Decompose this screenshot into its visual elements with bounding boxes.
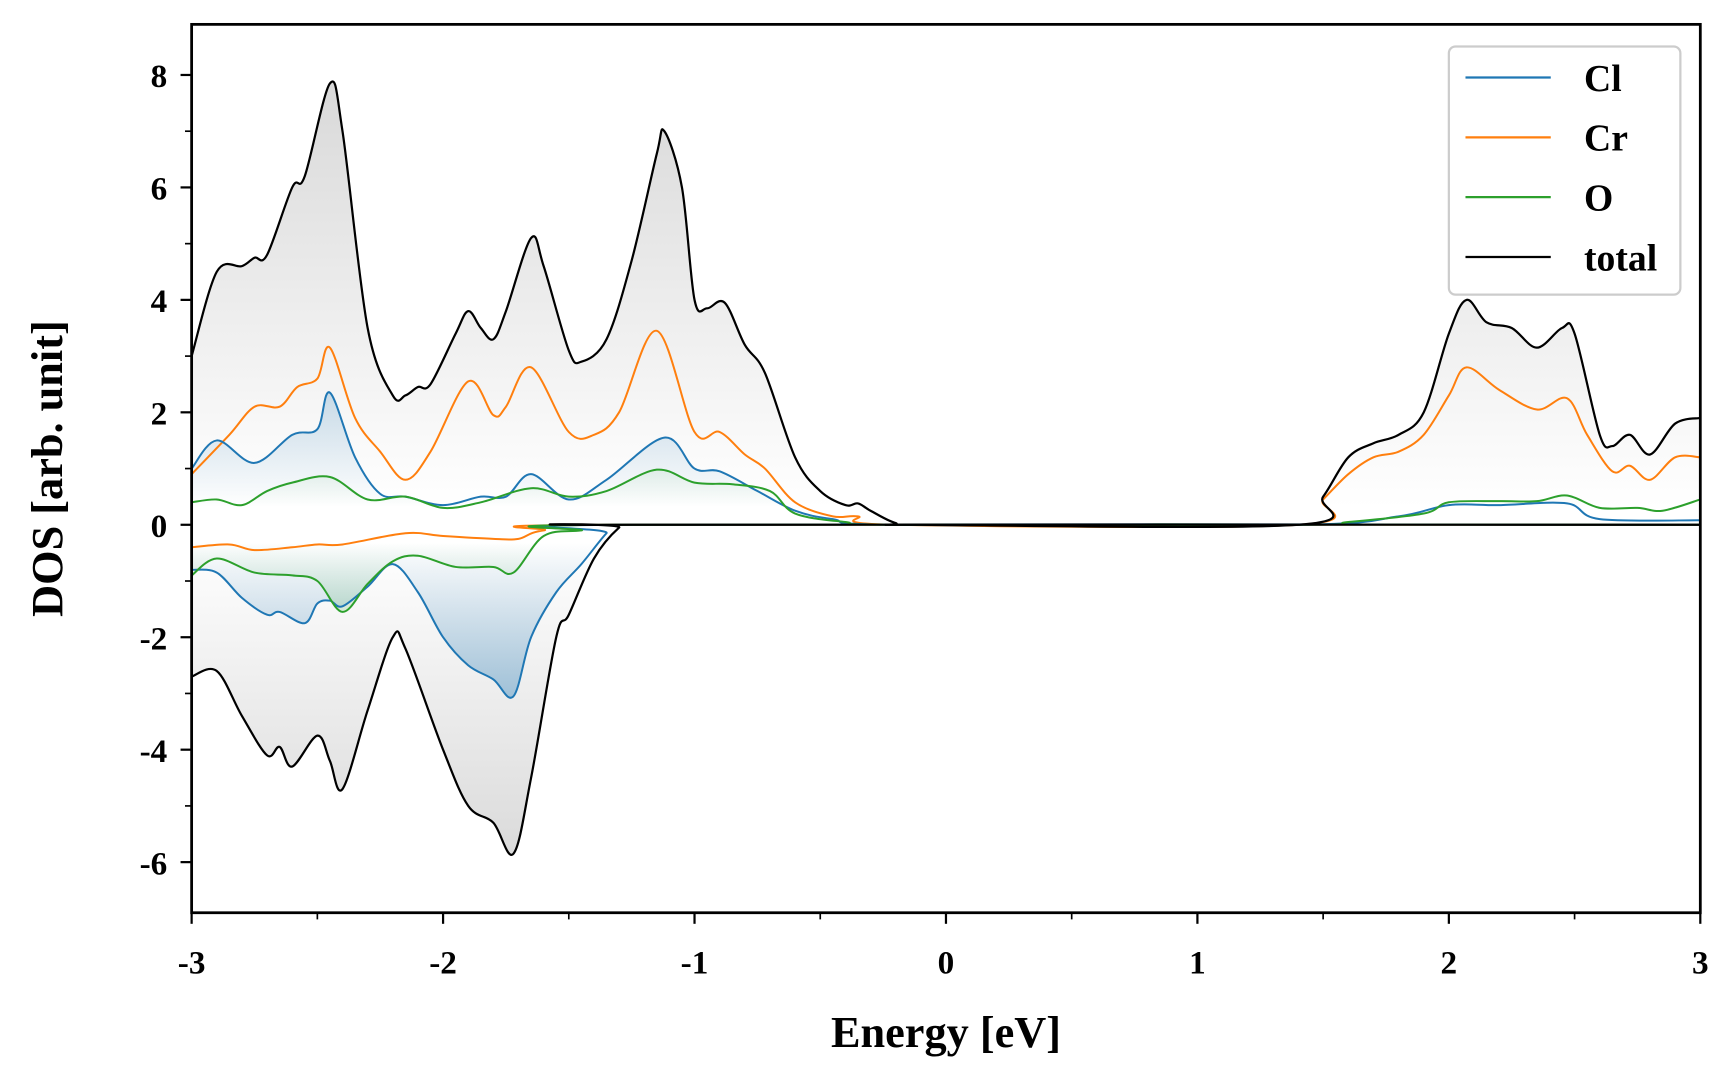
- cl-down-fill: [191, 524, 1701, 698]
- fill-areas: [191, 81, 1701, 855]
- legend-label-cl: Cl: [1584, 58, 1622, 100]
- o-down-fill: [191, 524, 1701, 612]
- x-tick-label: -1: [681, 945, 709, 982]
- legend-label-cr: Cr: [1584, 118, 1628, 160]
- x-tick-label: 3: [1692, 945, 1709, 982]
- axis-ticks: -3 -2 -1 0 1 2 3 -6 -4 -2 0 2 4 6 8: [140, 58, 1709, 982]
- y-tick-label: 6: [151, 171, 168, 208]
- series-lines: [190, 80, 1701, 856]
- cl-up-line: [190, 391, 1701, 527]
- y-tick-label: 0: [151, 508, 168, 545]
- x-tick-label: 0: [938, 945, 955, 982]
- y-tick-label: -4: [140, 733, 168, 770]
- y-axis-label: DOS [arb. unit]: [23, 320, 72, 617]
- y-tick-label: 2: [151, 396, 168, 433]
- total-down-fill: [191, 524, 1701, 855]
- x-tick-label: -3: [178, 945, 206, 982]
- total-up-line: [190, 80, 1701, 529]
- o-up-fill: [191, 469, 1701, 526]
- x-tick-label: 2: [1441, 945, 1458, 982]
- legend-label-o: O: [1584, 177, 1613, 219]
- total-up-fill: [191, 81, 1701, 527]
- total-down-line: [191, 523, 1701, 856]
- y-tick-label: 8: [151, 58, 168, 95]
- cr-up-line: [190, 329, 1701, 529]
- legend-box: [1447, 45, 1682, 296]
- x-tick-label: 1: [1189, 945, 1206, 982]
- o-up-line: [191, 468, 1701, 527]
- y-tick-label: 4: [151, 283, 168, 320]
- legend-label-total: total: [1584, 237, 1657, 279]
- x-axis-label: Energy [eV]: [831, 1008, 1061, 1057]
- y-tick-label: -6: [140, 845, 168, 882]
- x-tick-label: -2: [429, 945, 457, 982]
- y-tick-label: -2: [140, 620, 168, 657]
